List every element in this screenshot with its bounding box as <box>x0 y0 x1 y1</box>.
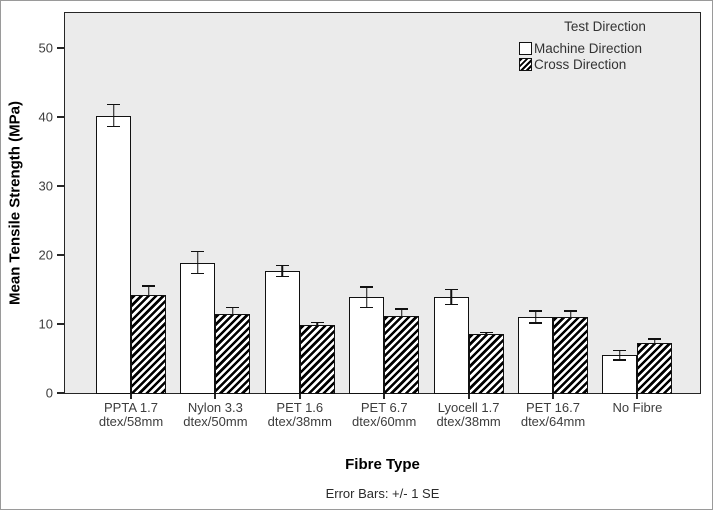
y-tick-label: 50 <box>38 40 53 56</box>
legend-entry-cross-direction: Cross Direction <box>519 57 691 72</box>
x-tick-mark <box>636 394 639 399</box>
y-axis-title: Mean Tensile Strength (MPa) <box>6 101 24 305</box>
x-tick-mark <box>214 394 217 399</box>
y-tick-mark <box>57 323 64 325</box>
x-tick-mark <box>383 394 386 399</box>
legend-entry-label: Machine Direction <box>534 41 643 56</box>
y-tick-mark <box>57 185 64 187</box>
legend-entry-label: Cross Direction <box>534 57 627 72</box>
x-tick-mark <box>552 394 554 399</box>
hatched-swatch-icon <box>519 58 532 71</box>
legend-entries: Machine Direction Cross Direction <box>519 41 691 72</box>
x-category-label: PET 1.6 dtex/38mm <box>267 400 332 429</box>
y-tick-mark <box>57 116 64 118</box>
x-axis-title: Fibre Type <box>345 456 420 473</box>
x-category-label: Lyocell 1.7 dtex/38mm <box>436 400 501 429</box>
legend-entry-machine-direction: Machine Direction <box>519 41 691 56</box>
white-swatch-icon <box>519 42 532 55</box>
x-category-label: Nylon 3.3 dtex/50mm <box>183 400 248 429</box>
y-tick-label: 0 <box>45 385 53 401</box>
legend: Test Direction Machine Direction Cross Di… <box>519 19 691 73</box>
x-tick-mark <box>130 394 132 399</box>
x-category-label: PET 6.7 dtex/60mm <box>352 400 417 429</box>
y-tick-mark <box>57 254 64 256</box>
x-category-label: PPTA 1.7 dtex/58mm <box>98 400 164 429</box>
x-category-label: PET 16.7 dtex/64mm <box>520 400 586 429</box>
y-tick-label: 10 <box>38 316 53 332</box>
legend-title: Test Direction <box>564 19 646 34</box>
x-tick-mark <box>467 394 470 399</box>
y-tick-mark <box>57 47 64 49</box>
x-category-label: No Fibre <box>612 400 663 415</box>
y-tick-mark <box>57 392 64 394</box>
x-tick-mark <box>298 394 301 399</box>
error-bars-caption: Error Bars: +/- 1 SE <box>325 486 440 501</box>
